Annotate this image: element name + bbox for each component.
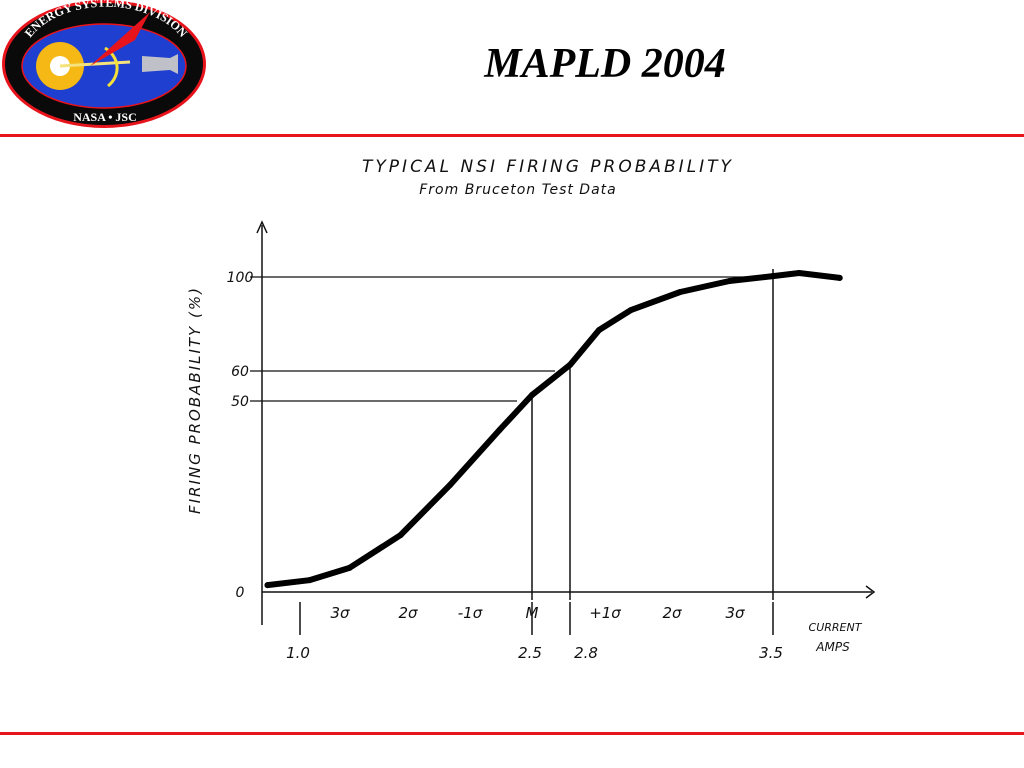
data-point bbox=[596, 327, 602, 334]
data-point bbox=[529, 392, 535, 398]
y-tick-label: 50 bbox=[231, 394, 249, 410]
sigma-label: 3σ bbox=[330, 604, 350, 622]
y-axis-arrow-icon bbox=[256, 220, 268, 234]
energy-systems-division-logo: ENERGY SYSTEMS DIVISION NASA • JSC bbox=[2, 0, 206, 128]
data-point bbox=[306, 577, 313, 584]
chart-title: TYPICAL NSI FIRING PROBABILITY bbox=[362, 157, 734, 177]
y-tick-label: 60 bbox=[231, 364, 249, 380]
data-point bbox=[567, 361, 573, 368]
top-divider bbox=[0, 134, 1024, 137]
axes bbox=[256, 220, 876, 625]
sigma-label: -1σ bbox=[458, 604, 483, 622]
data-point bbox=[677, 289, 684, 296]
data-point bbox=[346, 564, 353, 571]
x-tick-label: 2.5 bbox=[518, 644, 542, 662]
y-tick-label: 100 bbox=[227, 270, 254, 286]
data-point bbox=[770, 273, 776, 280]
x-axis-label-line1: CURRENT bbox=[809, 621, 863, 634]
data-point bbox=[496, 427, 503, 434]
bottom-divider bbox=[0, 732, 1024, 735]
y-axis-label: FIRING PROBABILITY (%) bbox=[186, 286, 204, 514]
sigma-label: 2σ bbox=[662, 604, 682, 622]
probability-curve bbox=[264, 270, 843, 589]
x-axis-arrow-icon bbox=[865, 585, 876, 599]
y-tick-label: 0 bbox=[236, 585, 245, 601]
x-tick-label: 3.5 bbox=[759, 644, 783, 662]
data-point bbox=[264, 582, 271, 589]
data-point bbox=[726, 277, 733, 284]
chart-subtitle: From Bruceton Test Data bbox=[419, 182, 616, 198]
data-point bbox=[447, 482, 454, 489]
data-point bbox=[796, 270, 803, 277]
sigma-label: 2σ bbox=[398, 604, 418, 622]
x-tick-label: 1.0 bbox=[286, 644, 310, 662]
slide-title: MAPLD 2004 bbox=[484, 41, 726, 87]
data-point bbox=[836, 274, 843, 281]
x-axis-label-line2: AMPS bbox=[815, 640, 850, 654]
data-point bbox=[397, 532, 404, 539]
x-tick-label: 2.8 bbox=[574, 644, 598, 662]
data-point bbox=[627, 307, 634, 314]
sigma-label: M bbox=[526, 604, 539, 622]
logo-bottom-text: NASA • JSC bbox=[73, 110, 137, 124]
sigma-label: +1σ bbox=[589, 604, 621, 622]
sigma-label: 3σ bbox=[725, 604, 745, 622]
